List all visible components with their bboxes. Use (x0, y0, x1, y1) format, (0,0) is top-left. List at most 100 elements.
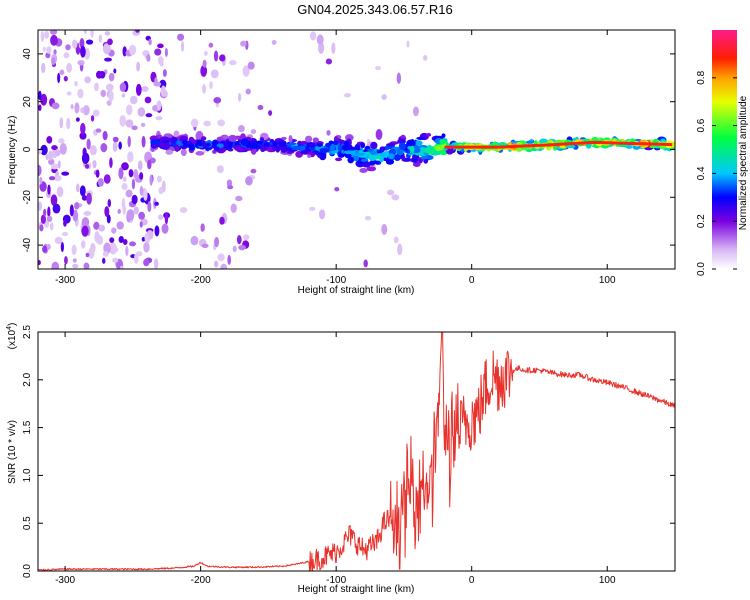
spectrogram-ridge-blob (316, 142, 323, 147)
spectrogram-ridge-blob (180, 148, 187, 157)
spectrogram-ridge-blob (435, 145, 441, 152)
spectrogram-noise-blob (154, 225, 160, 237)
snr-y-ticks: 0.0 0.5 1.0 1.5 2.0 2.5 (22, 325, 675, 578)
spectrogram-noise-blob (213, 260, 219, 268)
spectrogram-ridge-blob (249, 142, 259, 149)
spectrogram-noise-blob (63, 52, 70, 59)
spectrogram-noise-blob (143, 258, 150, 267)
spectrogram-noise-blob (316, 34, 324, 45)
spectrogram-ridge-blob (414, 140, 423, 146)
spectrogram-noise-blob (74, 81, 78, 87)
snr-x-tick-label: -300 (55, 575, 75, 586)
spectrogram-noise-blob (153, 258, 159, 269)
spectrogram-noise-blob (154, 201, 159, 206)
spectrogram-noise-blob (216, 165, 224, 174)
spectrogram-noise-blob (129, 44, 137, 56)
spectrogram-noise-blob (318, 42, 325, 54)
spectrogram-ridge-blob (263, 142, 271, 148)
spectrogram-ridge-blob (170, 136, 176, 144)
spectrogram-ridge-blob (409, 141, 414, 147)
spectrogram-noise-blob (100, 89, 107, 98)
spectrogram-ridge-blob (259, 137, 264, 142)
spectrogram-noise-blob (41, 62, 46, 74)
spectrogram-noise-blob (245, 88, 251, 95)
spectrogram-noise-blob (386, 189, 395, 196)
spectrogram-noise-blob (202, 59, 207, 68)
spectrogram-noise-blob (83, 262, 90, 269)
spectrogram-noise-blob (56, 186, 64, 198)
spectrogram-noise-blob (119, 265, 124, 269)
spectrogram-ridge-blob (626, 144, 633, 149)
spectrogram-noise-blob (79, 132, 87, 140)
spectrogram-ridge-blob (278, 140, 287, 147)
spectrogram-ridge-blob (401, 157, 412, 162)
spectrogram-noise-blob (85, 39, 94, 45)
spectrogram-noise-blob (153, 81, 162, 87)
spectrogram-noise-blob (119, 115, 127, 127)
spectrogram-noise-blob (155, 115, 163, 121)
spectrogram-noise-blob (423, 54, 428, 61)
spectrogram-noise-blob (143, 242, 150, 253)
spectrogram-noise-blob (331, 42, 336, 55)
spectrogram-noise-blob (235, 195, 243, 202)
spectrogram-ridge-blob (370, 141, 378, 150)
spectrogram-ridge-blob (565, 145, 576, 149)
spectrogram-noise-blob (90, 30, 94, 38)
spectrogram-noise-blob (209, 81, 213, 90)
spectrogram-noise-blob (79, 38, 85, 49)
spectrogram-noise-blob (51, 145, 58, 151)
spectrogram-noise-blob (38, 90, 42, 101)
spectrogram-ridge-blob (150, 139, 160, 145)
colorbar-gradient (712, 30, 737, 269)
spectrogram-noise-blob (51, 102, 60, 110)
spectrogram-noise-blob (125, 119, 134, 128)
spectrogram-noise-blob (156, 175, 162, 183)
spectrogram-noise-blob (118, 141, 122, 150)
spectrogram-noise-blob (118, 167, 124, 180)
spectrogram-ridge-blob (386, 143, 396, 147)
spectrogram-ridge-line (444, 140, 673, 149)
spectrogram-y-ticks: -40 -20 0 20 40 (22, 48, 675, 252)
spectrogram-noise-blob (309, 206, 316, 211)
spectrogram-ridge-blob (291, 145, 300, 151)
spectrogram-noise-blob (271, 39, 277, 45)
spectrogram-ridge-blob (342, 144, 350, 152)
spectrogram-ridge-blob (393, 154, 401, 161)
spectrogram-noise-blob (133, 206, 139, 215)
spectrogram-noise-blob (70, 104, 74, 110)
spectrogram-ridge-blob (355, 152, 365, 156)
spectrogram-noise-blob (49, 222, 54, 231)
spectrogram-noise-blob (227, 185, 234, 190)
spectrogram-noise-blob (200, 65, 208, 77)
spectrogram-noise-blob (135, 30, 140, 33)
spectrogram-noise-blob (318, 209, 326, 220)
spectrogram-noise-blob (64, 256, 68, 265)
spectrogram-noise-blob (136, 61, 140, 72)
spectrogram-ridge-blob (439, 138, 446, 145)
spectrogram-noise-blob (108, 72, 115, 82)
spectrogram-noise-blob (93, 82, 99, 92)
spectrogram-noise-blob (107, 199, 112, 208)
spectrogram-ridge-blob (337, 145, 344, 152)
spectrogram-noise-blob (228, 60, 237, 66)
spectrogram-noise-blob (202, 83, 206, 94)
snr-series-line (38, 332, 675, 571)
spectrogram-noise-blob (40, 93, 48, 106)
spectrogram-noise-blob (102, 251, 109, 257)
spectrogram-noise-blob (108, 90, 114, 102)
spectrogram-noise-blob (147, 159, 152, 170)
spectrogram-ridge-blob (369, 150, 377, 155)
spectrogram-noise-blob (381, 224, 388, 235)
spectrogram-noise-blob (375, 66, 382, 71)
spectrogram-noise-blob (75, 117, 80, 122)
spectrogram-ridge-blob (211, 139, 219, 147)
spectrogram-ridge-blob (400, 134, 406, 140)
spectrogram-noise-blob (84, 48, 91, 60)
spectrogram-x-tick-label: 100 (599, 275, 616, 286)
spectrogram-ridge-blob (368, 154, 377, 162)
spectrogram-noise-blob (44, 30, 50, 39)
spectrogram-noise-blob (39, 176, 43, 185)
spectrogram-noise-blob (106, 214, 111, 224)
